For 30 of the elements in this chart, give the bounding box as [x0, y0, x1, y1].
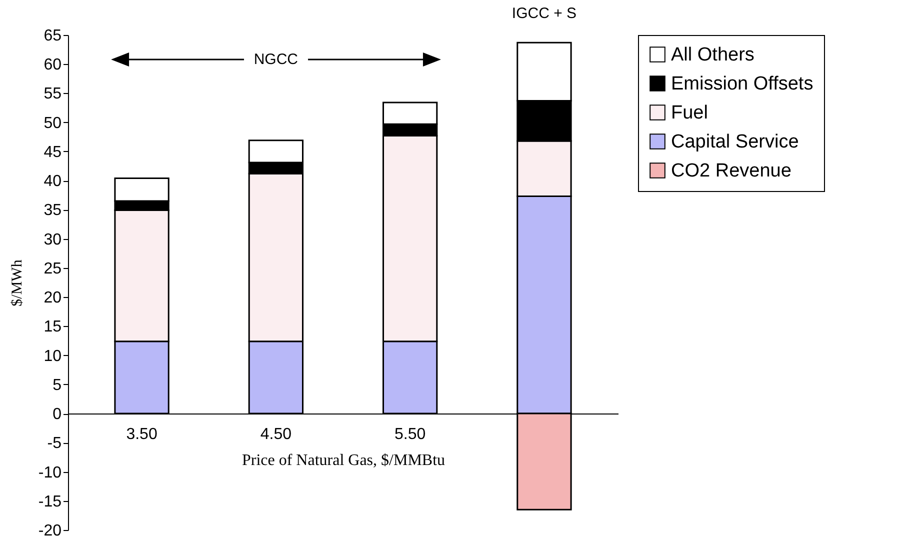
y-tick-label: 55	[44, 86, 62, 103]
y-axis-title: $/MWh	[9, 259, 26, 306]
y-tick-label: -15	[38, 493, 62, 510]
y-tick-label: 65	[44, 28, 62, 44]
legend-label: Capital Service	[671, 132, 799, 152]
y-tick-label: -10	[38, 464, 62, 482]
y-tick-label: 5	[52, 376, 62, 394]
y-tick-label: 10	[44, 348, 62, 365]
y-tick-label: -20	[38, 522, 62, 540]
y-tick-label: 35	[44, 202, 62, 220]
legend-label: All Others	[671, 44, 754, 66]
y-tick-label: -5	[47, 435, 62, 452]
y-tick-label: 15	[44, 318, 62, 336]
y-tick-label: 45	[44, 144, 62, 161]
y-tick-label: 40	[44, 173, 62, 190]
x-tick-label: 4.50	[260, 426, 292, 444]
y-tick-label: 60	[44, 56, 62, 74]
x-axis-title: Price of Natural Gas, $/MMBtu	[242, 452, 446, 470]
y-tick-label: 30	[44, 231, 62, 248]
text: IGCC + S	[512, 5, 577, 22]
y-tick-label: 50	[44, 114, 62, 132]
legend-label: Fuel	[671, 102, 708, 124]
x-tick-label: 5.50	[394, 426, 426, 444]
y-tick-label: 20	[44, 290, 62, 307]
x-tick-label: 3.50	[126, 426, 158, 444]
legend-label: CO2 Revenue	[671, 160, 792, 182]
y-tick-label: 25	[44, 260, 62, 278]
y-tick-label: 0	[52, 406, 62, 424]
annotation: NGCC	[254, 51, 298, 68]
legend-label: Emission Offsets	[671, 74, 814, 94]
